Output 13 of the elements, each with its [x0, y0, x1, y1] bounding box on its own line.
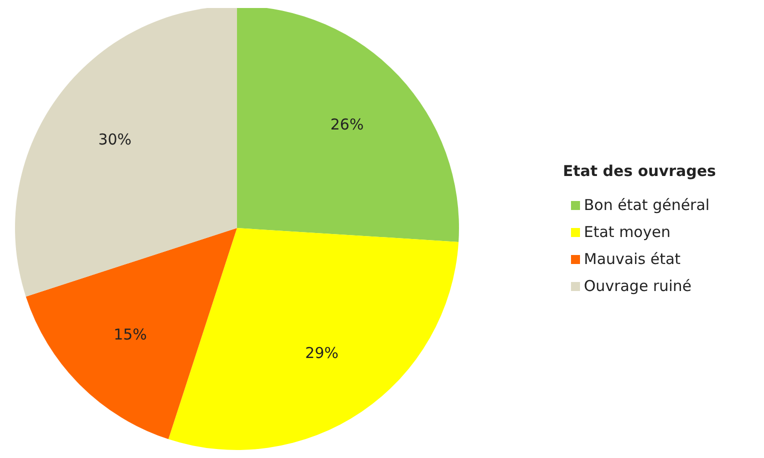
data-label: 29% [305, 344, 339, 362]
pie-slice [237, 8, 459, 242]
pie-slice [15, 8, 237, 297]
data-label: 26% [330, 116, 364, 134]
legend-label: Ouvrage ruiné [584, 277, 692, 295]
legend-title: Etat des ouvrages [562, 162, 716, 180]
pie-slice [168, 228, 459, 450]
legend-label: Mauvais état [584, 250, 681, 268]
data-label: 30% [98, 130, 132, 148]
data-label: 15% [114, 326, 147, 344]
legend-label: Etat moyen [584, 223, 670, 241]
pie-slice [26, 228, 237, 440]
legend-label: Bon état général [584, 196, 710, 214]
